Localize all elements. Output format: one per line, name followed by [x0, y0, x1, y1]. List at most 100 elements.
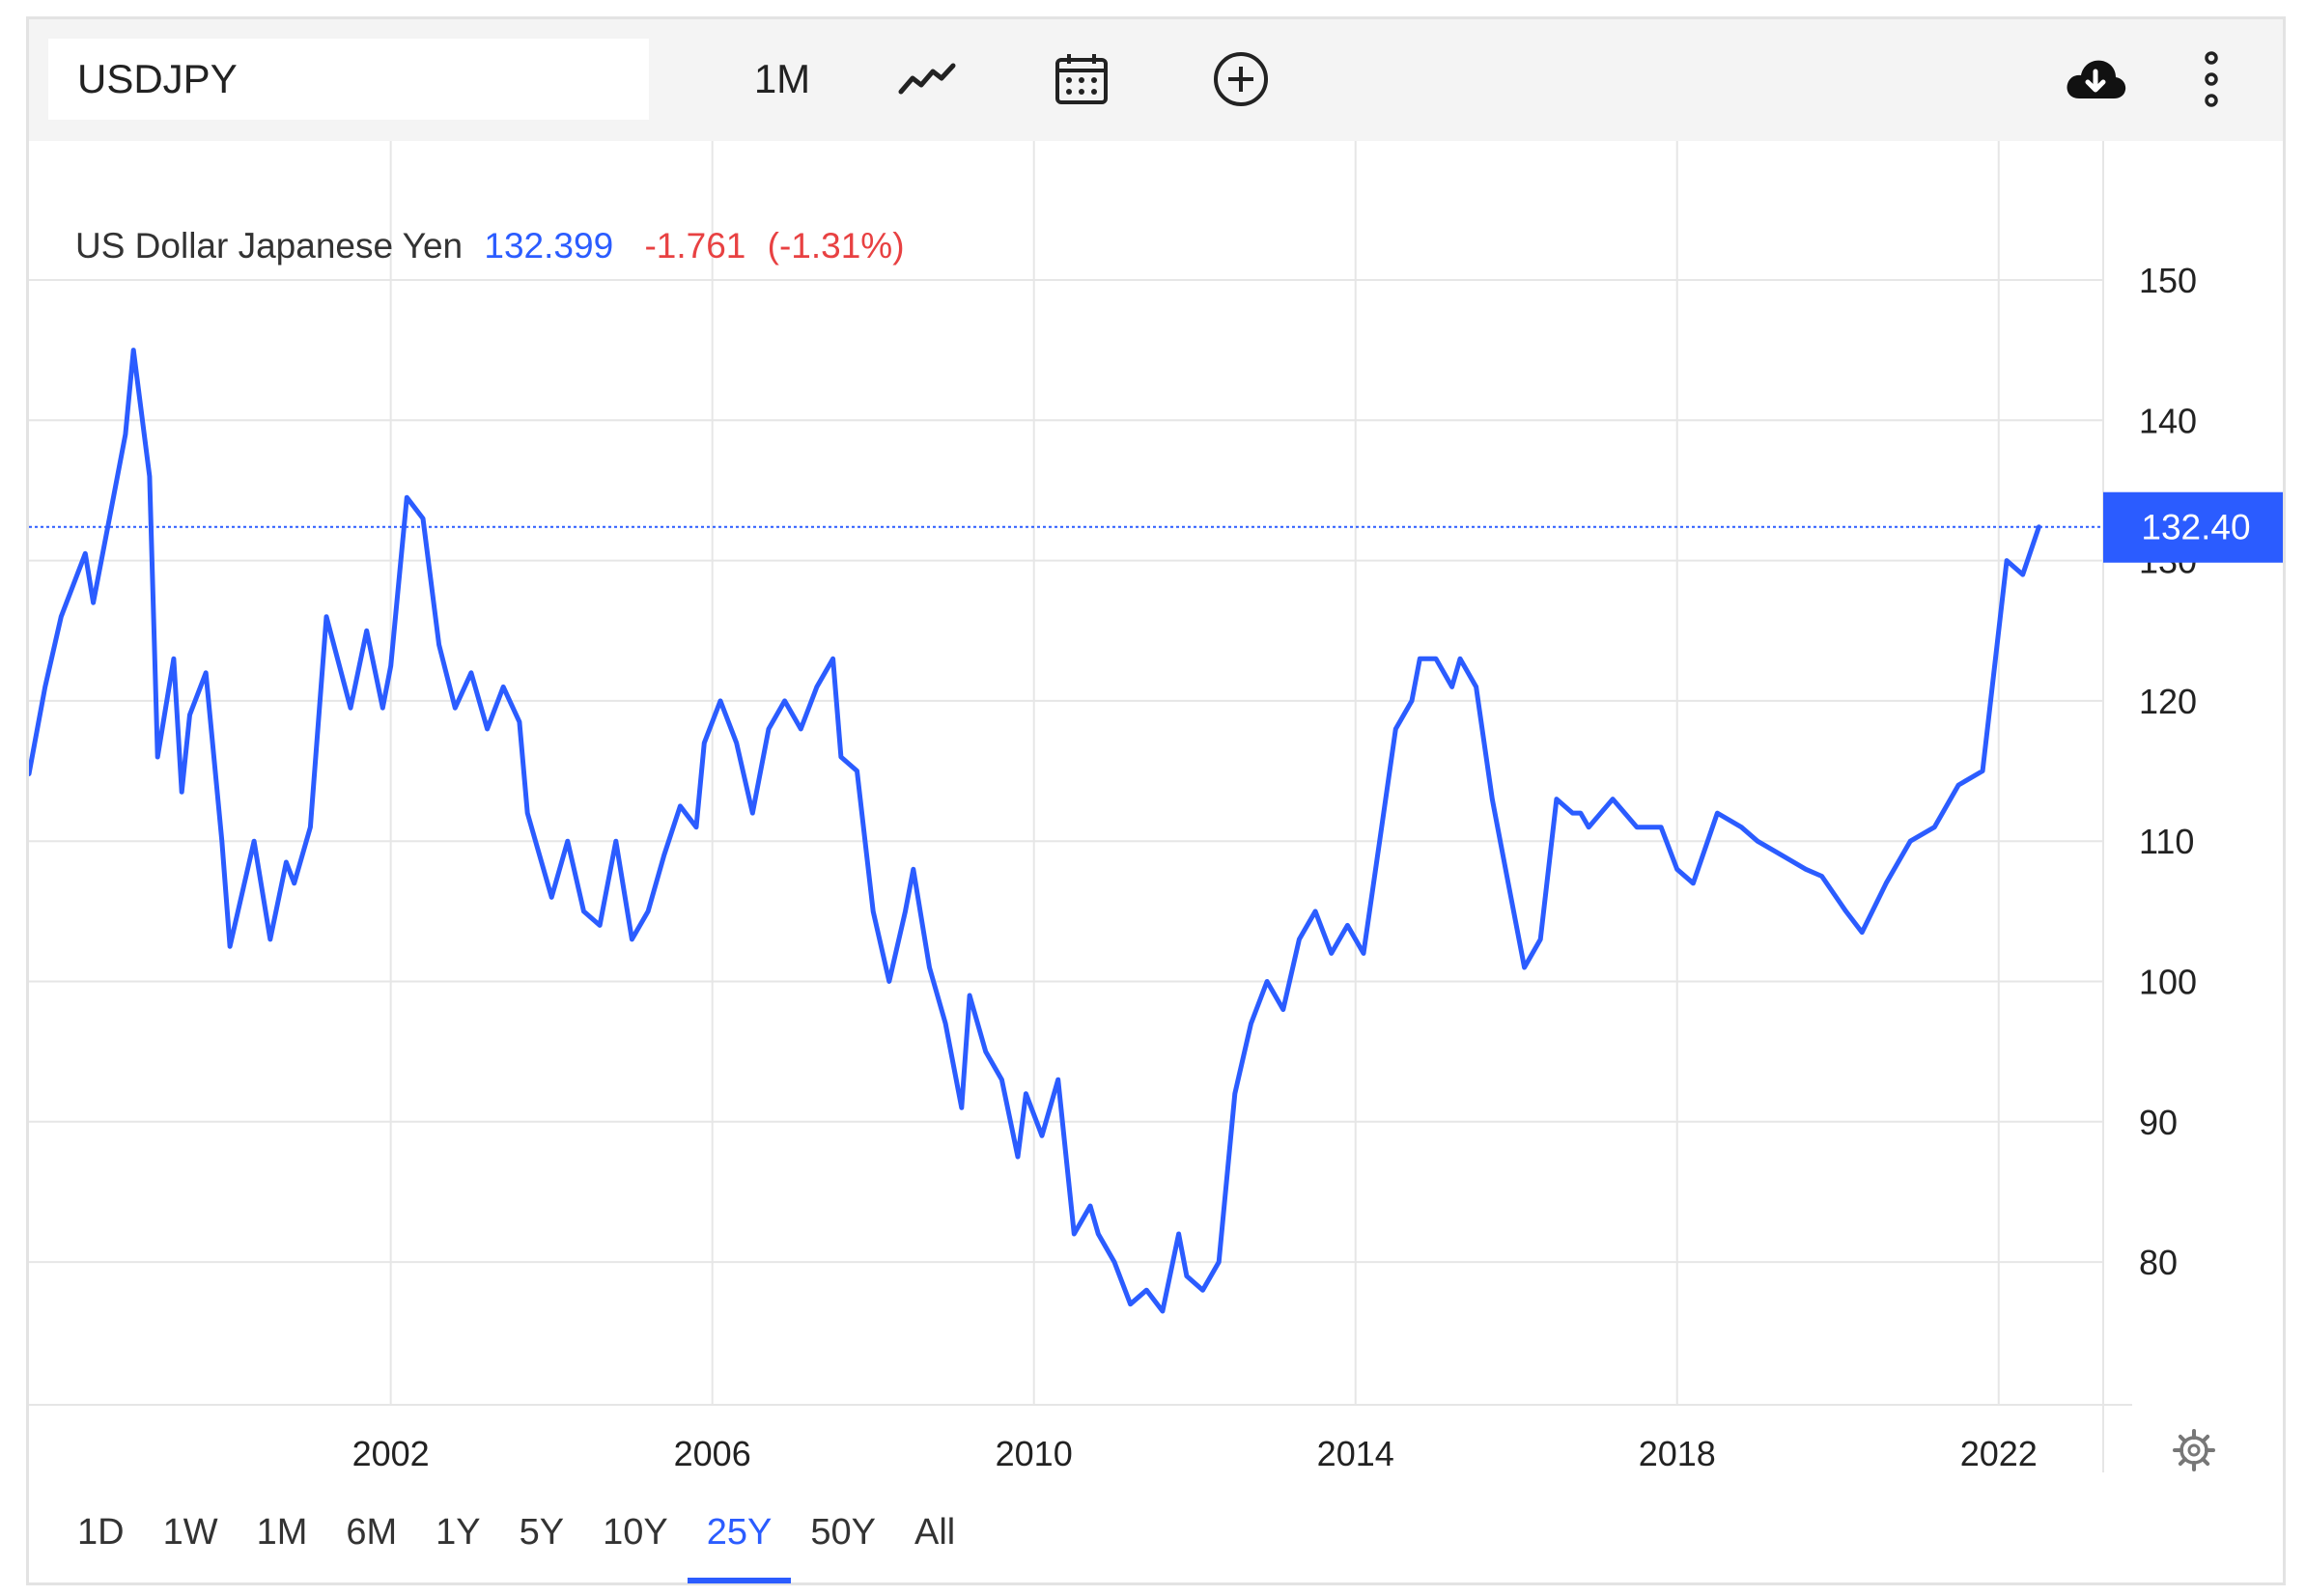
range-1w[interactable]: 1W [162, 1512, 218, 1553]
price-change-percent: (-1.31%) [768, 226, 905, 266]
data-point [1740, 826, 1742, 828]
data-point [189, 714, 190, 715]
data-point [253, 840, 255, 842]
data-point [93, 602, 95, 603]
x-tick-label: 2014 [1317, 1434, 1394, 1473]
gear-icon [2173, 1429, 2215, 1471]
data-point [905, 910, 906, 912]
range-25y[interactable]: 25Y [687, 1498, 792, 1583]
data-point [961, 1106, 963, 1108]
range-5y[interactable]: 5Y [519, 1512, 565, 1553]
data-point [149, 475, 151, 477]
data-point [1556, 798, 1558, 800]
data-point [1507, 882, 1509, 884]
data-point [406, 496, 408, 498]
y-tick-label: 90 [2139, 1103, 2178, 1142]
data-point [1202, 1289, 1203, 1291]
data-point [695, 826, 697, 828]
y-tick-label: 150 [2139, 261, 2197, 300]
range-50y[interactable]: 50Y [810, 1512, 877, 1553]
data-point [647, 910, 649, 912]
data-point [1130, 1303, 1132, 1305]
data-point [1331, 952, 1333, 954]
data-point [438, 644, 440, 646]
data-point [1933, 826, 1935, 828]
data-point [1909, 840, 1911, 842]
data-point [1218, 1261, 1220, 1263]
data-point [1089, 1205, 1091, 1207]
y-tick-label: 80 [2139, 1243, 2178, 1282]
data-point [1660, 826, 1662, 828]
more-menu-button[interactable] [2163, 39, 2260, 120]
data-point [1845, 910, 1847, 912]
data-point [1346, 924, 1348, 926]
data-point [1017, 1156, 1019, 1158]
data-point [2022, 574, 2024, 575]
data-point [840, 756, 842, 758]
data-point [888, 981, 890, 982]
data-point [29, 773, 30, 774]
data-point [1000, 1078, 1002, 1080]
data-point [784, 700, 786, 702]
quote-legend: US Dollar Japanese Yen 132.399 -1.761 (-… [75, 226, 905, 266]
y-axis-labels: 8090100110120130140150 [2139, 261, 2197, 1282]
data-point [1459, 658, 1461, 659]
data-point [1314, 910, 1316, 912]
data-point [872, 910, 874, 912]
data-point [84, 552, 86, 554]
data-point [173, 658, 175, 659]
calendar-button[interactable] [1033, 39, 1130, 120]
data-point [1097, 1233, 1099, 1235]
data-point [985, 1050, 987, 1052]
data-point [1178, 1233, 1180, 1235]
data-point [470, 672, 472, 674]
download-button[interactable] [2047, 39, 2144, 120]
range-all[interactable]: All [914, 1512, 956, 1553]
data-point [390, 665, 392, 667]
y-tick-label: 110 [2139, 822, 2194, 861]
data-point [294, 882, 295, 884]
range-10y[interactable]: 10Y [603, 1512, 668, 1553]
data-point [719, 700, 721, 702]
data-point [487, 728, 489, 730]
settings-button[interactable] [2165, 1421, 2223, 1479]
symbol-input[interactable]: USDJPY [48, 39, 649, 120]
data-point [550, 896, 552, 898]
range-1m[interactable]: 1M [256, 1512, 308, 1553]
range-6m[interactable]: 6M [346, 1512, 398, 1553]
data-point [1041, 1134, 1043, 1136]
data-point [583, 910, 584, 912]
range-1y[interactable]: 1Y [436, 1512, 481, 1553]
data-point [1885, 882, 1887, 884]
data-point [285, 861, 287, 863]
data-point [929, 966, 930, 968]
x-tick-label: 2018 [1639, 1434, 1716, 1473]
data-point [631, 938, 633, 940]
price-chart: 8090100110120130140150 20022006201020142… [29, 141, 2283, 1473]
data-point [567, 840, 569, 842]
data-point [1379, 840, 1381, 842]
data-point [1073, 1233, 1075, 1235]
data-point [2006, 560, 2008, 562]
data-point [832, 658, 834, 659]
data-point [1861, 932, 1863, 934]
data-point [663, 854, 665, 856]
data-point [1113, 1261, 1115, 1263]
data-point [526, 812, 528, 814]
x-axis-labels: 2002 2006 2010 2014 2018 2022 [352, 1434, 2038, 1473]
range-1d[interactable]: 1D [77, 1512, 125, 1553]
data-point [205, 672, 207, 674]
interval-button[interactable]: 1M [753, 56, 811, 101]
chart-widget: USDJPY 1M [26, 16, 2286, 1585]
x-tick-label: 2006 [674, 1434, 751, 1473]
chart-type-button[interactable] [879, 39, 975, 120]
add-compare-button[interactable] [1193, 39, 1289, 120]
toolbar: USDJPY 1M [29, 19, 2283, 141]
series-points [29, 350, 2039, 1312]
data-point [181, 791, 183, 793]
data-point [1524, 966, 1526, 968]
instrument-name: US Dollar Japanese Yen [75, 226, 463, 266]
line-chart-icon [898, 63, 956, 95]
horizontal-grid [29, 279, 2103, 1264]
data-point [108, 518, 110, 519]
